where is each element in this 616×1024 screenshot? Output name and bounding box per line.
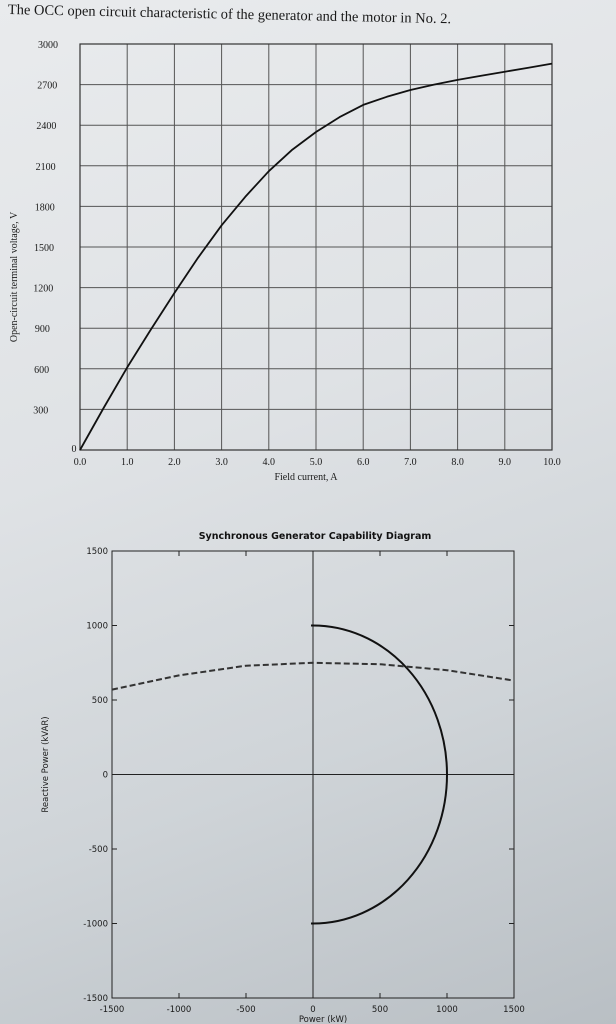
y-tick-label: 1500	[34, 243, 54, 254]
y-tick-label: 300	[33, 405, 48, 416]
x-tick-label: 2.0	[168, 457, 181, 468]
stator-current-limit-curve	[310, 624, 448, 925]
y-tick-label: 1200	[33, 284, 53, 295]
y-tick-label: 1500	[86, 547, 108, 557]
x-tick-label: -1000	[167, 1005, 192, 1015]
y-axis-label: Reactive Power (kVAR)	[41, 716, 51, 812]
y-tick-label: 0	[72, 444, 77, 455]
x-tick-label: 1000	[436, 1005, 458, 1015]
x-tick-label: 0	[310, 1005, 315, 1015]
x-tick-label: 7.0	[404, 457, 417, 468]
y-tick-label: -1500	[83, 994, 108, 1004]
y-tick-label: 1000	[86, 622, 108, 632]
occ-curve	[79, 62, 553, 451]
y-tick-label: 2700	[37, 81, 57, 92]
occ-chart: 0.0 1.0 2.0 3.0 4.0 5.0 6.0 7.0 8.0 9.0 10.0 0 300 60…	[9, 40, 561, 483]
x-tick-label: 1.0	[121, 457, 134, 468]
y-tick-label: -1000	[83, 920, 108, 930]
x-tick-label: 6.0	[357, 457, 370, 468]
x-tick-label: 3.0	[215, 457, 228, 468]
x-tick-label: 500	[372, 1005, 388, 1015]
x-tick-label: 1500	[503, 1005, 525, 1015]
y-tick-label: 2400	[36, 121, 56, 132]
x-tick-label: 4.0	[263, 457, 276, 468]
field-current-limit-curve	[111, 661, 515, 691]
x-tick-label: 10.0	[543, 457, 561, 468]
plot-frame	[79, 43, 553, 451]
y-tick-label: 900	[35, 324, 50, 335]
x-tick-label: 8.0	[451, 457, 464, 468]
y-tick-label: 1800	[35, 202, 55, 213]
y-tick-label: 0	[103, 771, 108, 781]
x-tick-label: 5.0	[310, 457, 323, 468]
capability-title: Synchronous Generator Capability Diagram	[199, 531, 432, 542]
y-axis-label: Open-circuit terminal voltage, V	[9, 211, 20, 342]
x-axis-label: Power (kW)	[299, 1015, 347, 1024]
x-tick-label: 0.0	[74, 457, 87, 468]
x-tick-label: -1500	[100, 1005, 125, 1015]
x-axis-label: Field current, A	[274, 472, 338, 483]
y-tick-label: 3000	[38, 40, 58, 51]
y-tick-label: -500	[89, 845, 108, 855]
x-tick-label: 9.0	[499, 457, 512, 468]
y-tick-label: 500	[92, 696, 108, 706]
y-tick-label: 2100	[36, 162, 56, 173]
y-tick-label: 600	[34, 365, 49, 376]
x-tick-label: -500	[236, 1005, 255, 1015]
